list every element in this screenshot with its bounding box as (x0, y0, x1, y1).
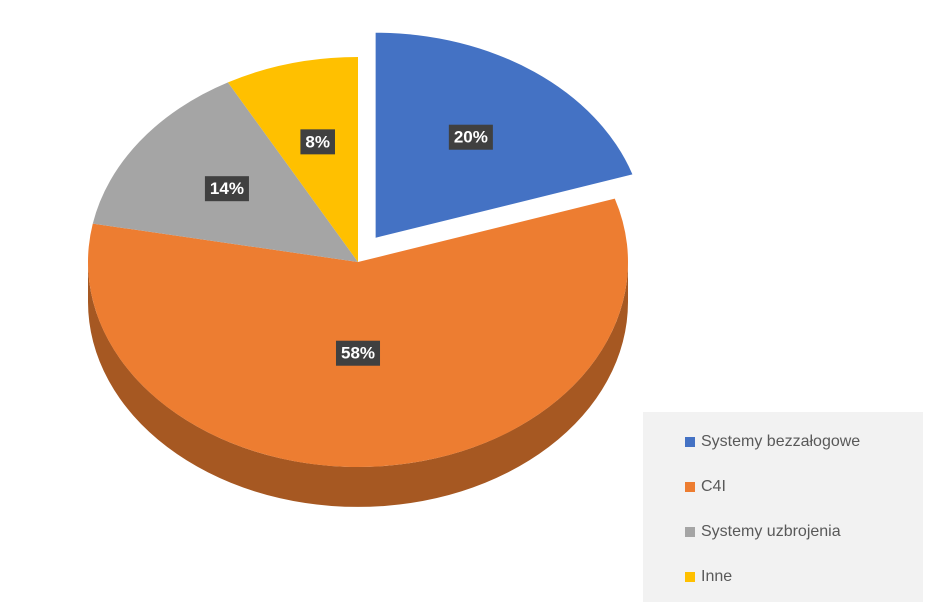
legend-swatch (685, 482, 695, 492)
legend-swatch (685, 437, 695, 447)
legend-label: Inne (701, 568, 732, 585)
pie-slice (88, 198, 628, 467)
data-label: 58% (341, 344, 375, 363)
pie-slice (227, 57, 358, 262)
legend-label: Systemy bezzałogowe (701, 433, 860, 450)
pie-sides (88, 262, 628, 507)
data-label: 20% (454, 128, 488, 147)
legend-label: C4I (701, 478, 726, 495)
pie-slice (92, 82, 358, 262)
legend-swatch (685, 527, 695, 537)
data-label: 14% (210, 179, 244, 198)
pie-slice (375, 32, 633, 238)
data-label-bg (204, 176, 249, 202)
pie-tops (88, 32, 633, 467)
slice-side (88, 262, 628, 507)
legend-swatch (685, 572, 695, 582)
data-label: 8% (305, 132, 330, 151)
data-label-bg (300, 129, 336, 155)
data-label-bg (335, 340, 381, 366)
legend: Systemy bezzałogowe C4I Systemy uzbrojenia… (685, 433, 860, 585)
data-label-bg (448, 124, 493, 150)
data-labels: 20% 58% 14% 8% (204, 124, 493, 366)
legend-label: Systemy uzbrojenia (701, 523, 841, 540)
